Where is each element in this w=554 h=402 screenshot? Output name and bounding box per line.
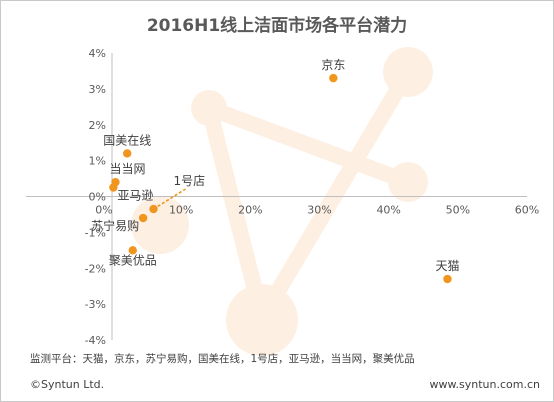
data-point: [123, 149, 132, 158]
label-leader-line: [153, 188, 186, 210]
y-tick-label: -1%: [85, 226, 106, 239]
y-tick-label: 0%: [89, 191, 106, 204]
data-point: [329, 73, 338, 83]
data-point: [109, 183, 118, 192]
point-label: 国美在线: [103, 133, 151, 147]
x-tick-label: 60%: [515, 204, 539, 217]
y-tick-label: 3%: [89, 83, 106, 96]
x-tick-label: 20%: [238, 204, 262, 217]
x-tick-label: 40%: [376, 204, 400, 217]
point-label: 聚美优品: [109, 253, 157, 267]
y-tick-label: 1%: [89, 155, 106, 168]
watermark-logo: [131, 47, 433, 356]
point-label: 京东: [321, 58, 345, 72]
data-point: [128, 246, 137, 255]
data-point: [138, 213, 148, 223]
data-point: [149, 204, 158, 214]
copyright-text: ©Syntun Ltd.: [30, 378, 104, 391]
point-label: 当当网: [109, 162, 145, 176]
x-tick-label: 30%: [307, 204, 331, 217]
y-tick-label: -2%: [85, 262, 106, 275]
x-tick-label: 50%: [446, 204, 470, 217]
x-tick-label: 10%: [169, 204, 193, 217]
y-tick-label: -4%: [85, 334, 106, 347]
y-tick-label: -3%: [85, 298, 106, 311]
point-label: 亚马逊: [117, 189, 153, 203]
x-tick-label: 0%: [95, 204, 112, 217]
point-label: 天猫: [435, 259, 459, 273]
chart-title: 2016H1线上洁面市场各平台潜力: [147, 15, 407, 36]
platform-note: 监测平台：天猫，京东，苏宁易购，国美在线，1号店，亚马逊，当当网，聚美优品: [30, 352, 415, 365]
y-tick-label: 4%: [89, 47, 106, 60]
data-point: [443, 274, 452, 284]
point-label: 苏宁易购: [91, 218, 139, 233]
point-label: 1号店: [174, 174, 206, 188]
website-text: www.syntun.com.cn: [430, 378, 540, 391]
y-tick-label: 2%: [89, 119, 106, 132]
